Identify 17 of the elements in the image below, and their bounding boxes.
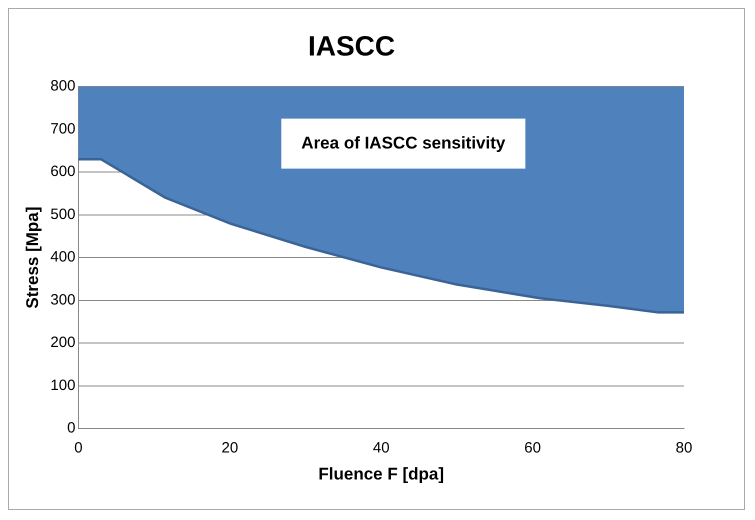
y-tick-label: 300 (50, 291, 76, 308)
x-axis-title: Fluence F [dpa] (318, 464, 444, 484)
y-tick-label: 400 (50, 248, 76, 266)
y-tick-label: 500 (50, 206, 76, 223)
x-tick-label: 40 (372, 440, 390, 457)
annotation: Area of IASCC sensitivity (301, 133, 506, 152)
y-axis-title: Stress [Mpa] (22, 206, 42, 309)
y-tick-label: 800 (50, 78, 76, 95)
y-tick-label: 200 (50, 334, 76, 352)
y-tick-label: 100 (50, 376, 76, 394)
x-tick-label: 60 (524, 440, 541, 457)
x-tick-label: 80 (676, 440, 692, 457)
y-tick-label: 700 (50, 120, 76, 138)
y-tick-label: 0 (67, 420, 76, 437)
x-tick-label: 20 (221, 440, 238, 457)
chart-title: IASCC (308, 30, 396, 62)
y-tick-label: 600 (50, 163, 76, 180)
